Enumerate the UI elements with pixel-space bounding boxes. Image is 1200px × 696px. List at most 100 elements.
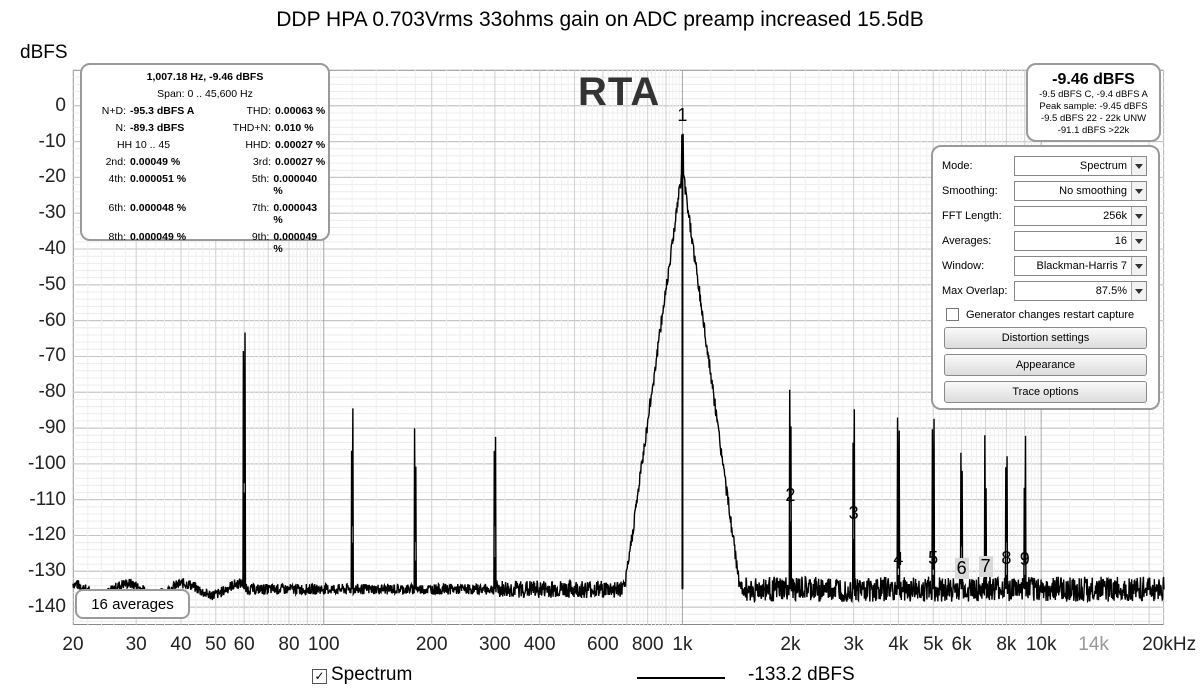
x-tick-label: 30: [125, 634, 147, 655]
x-tick-label: 600: [587, 634, 619, 655]
x-tick-label: 2k: [780, 634, 801, 655]
generator-restart-option[interactable]: Generator changes restart capture: [946, 308, 1134, 321]
stats-row: 2nd: 0.00049 % 3rd: 0.00027 %: [82, 156, 328, 168]
averages-select[interactable]: 16: [1014, 231, 1147, 251]
stats-label: 7th:: [251, 202, 270, 214]
mode-value: Spectrum: [1079, 160, 1127, 172]
fft-length-label: FFT Length:: [942, 210, 1002, 222]
peak-level-value: -9.46 dBFS: [1052, 71, 1135, 88]
stats-label: 8th:: [108, 231, 126, 243]
chevron-down-icon[interactable]: [1131, 182, 1146, 200]
appearance-button[interactable]: Appearance: [944, 354, 1147, 376]
y-tick-label: -80: [38, 381, 66, 403]
x-tick-label: 100: [307, 634, 340, 655]
y-tick-label: -90: [38, 417, 66, 439]
smoothing-label: Smoothing:: [942, 185, 998, 197]
peak-level-panel[interactable]: -9.46 dBFS -9.5 dBFS C, -9.4 dBFS A Peak…: [1026, 63, 1161, 142]
max-overlap-select[interactable]: 87.5%: [1014, 281, 1147, 301]
x-tick-label: 3k: [843, 634, 864, 655]
stats-label: 4th:: [108, 173, 126, 185]
x-tick-label: 5k: [923, 634, 944, 655]
x-tick-label: 80: [278, 634, 300, 655]
window-select[interactable]: Blackman-Harris 7: [1014, 256, 1147, 276]
stats-span: Span: 0 .. 45,600 Hz: [157, 88, 253, 100]
y-tick-label: -70: [38, 345, 66, 367]
chevron-down-icon[interactable]: [1131, 157, 1146, 175]
stats-value: 0.000049 %: [273, 231, 318, 255]
stats-value: 0.000051 %: [130, 173, 187, 185]
x-tick-label: 400: [523, 634, 556, 655]
y-tick-label: -120: [27, 524, 66, 546]
y-tick-label: -110: [29, 488, 66, 510]
legend-line-swatch: [637, 677, 725, 679]
harmonic-marker: 4: [893, 549, 904, 570]
controls-panel: Mode: Spectrum Smoothing: No smoothing F…: [931, 145, 1160, 410]
averages-label: Averages:: [942, 235, 992, 247]
stats-value: 0.00027 %: [275, 156, 326, 168]
x-tick-label: 800: [631, 634, 664, 655]
max-overlap-label: Max Overlap:: [942, 285, 1008, 297]
chevron-down-icon[interactable]: [1131, 232, 1146, 250]
peak-detail-line: Peak sample: -9.45 dBFS: [1039, 101, 1148, 112]
window-value: Blackman-Harris 7: [1036, 260, 1127, 272]
mode-select[interactable]: Spectrum: [1014, 156, 1147, 176]
stats-label: 6th:: [108, 202, 126, 214]
stats-label: 9th:: [251, 231, 270, 243]
peak-detail-line: -91.1 dBFS >22k: [1057, 125, 1130, 136]
chart-title: DDP HPA 0.703Vrms 33ohms gain on ADC pre…: [276, 8, 924, 31]
stats-row: 8th: 0.000049 % 9th: 0.000049 %: [82, 231, 328, 255]
harmonic-marker: 1: [677, 105, 688, 126]
stats-value: 0.00027 %: [275, 139, 326, 151]
spectrum-visibility-checkbox[interactable]: ✓: [312, 669, 327, 684]
harmonic-marker: 5: [928, 547, 939, 568]
y-tick-label: -50: [38, 273, 66, 295]
chevron-down-icon[interactable]: [1131, 207, 1146, 225]
smoothing-row: Smoothing: No smoothing: [942, 180, 1149, 202]
stats-value: 0.000040 %: [273, 173, 318, 197]
stats-label: THD:: [246, 105, 272, 117]
legend-spectrum-value: -133.2 dBFS: [748, 664, 855, 685]
generator-restart-checkbox[interactable]: [946, 308, 959, 321]
trace-options-button[interactable]: Trace options: [944, 381, 1147, 403]
y-tick-label: 0: [55, 94, 66, 116]
chevron-down-icon[interactable]: [1131, 282, 1146, 300]
stats-label: N+D:: [101, 105, 126, 117]
x-tick-label: 50: [205, 634, 227, 655]
smoothing-select[interactable]: No smoothing: [1014, 181, 1147, 201]
stats-panel[interactable]: 1,007.18 Hz, -9.46 dBFS Span: 0 .. 45,60…: [80, 63, 330, 255]
stats-label: 2nd:: [105, 156, 126, 168]
stats-value: 0.000048 %: [130, 202, 187, 214]
stats-label: HHD:: [245, 139, 271, 151]
x-tick-label: 60: [233, 634, 255, 655]
distortion-settings-button[interactable]: Distortion settings: [944, 327, 1147, 349]
harmonic-marker: 6: [954, 558, 969, 580]
rta-label: RTA: [578, 70, 661, 114]
hh-range: HH 10 .. 45: [116, 139, 171, 151]
y-tick-label: -60: [38, 309, 66, 331]
harmonic-marker: 9: [1019, 549, 1030, 570]
stats-value: 0.00063 %: [275, 105, 326, 117]
fft-length-select[interactable]: 256k: [1014, 206, 1147, 226]
fft-length-value: 256k: [1103, 210, 1127, 222]
x-tick-label: 200: [415, 634, 448, 655]
window-label: Window:: [942, 260, 985, 272]
peak-detail-line: -9.5 dBFS C, -9.4 dBFS A: [1039, 89, 1148, 100]
y-tick-label: -40: [38, 238, 66, 260]
harmonic-marker: 3: [848, 502, 859, 523]
stats-value: 0.000043 %: [273, 202, 318, 226]
stats-row: N+D: -95.3 dBFS A THD: 0.00063 %: [82, 105, 328, 117]
stats-label: THD+N:: [232, 122, 271, 134]
stats-row: N: -89.3 dBFS THD+N: 0.010 %: [82, 122, 328, 134]
mode-row: Mode: Spectrum: [942, 155, 1149, 177]
chevron-down-icon[interactable]: [1131, 257, 1146, 275]
x-tick-label: 6k: [951, 634, 972, 655]
max-overlap-value: 87.5%: [1095, 285, 1127, 297]
stats-headline: 1,007.18 Hz, -9.46 dBFS: [146, 71, 264, 83]
y-tick-label: -130: [27, 560, 66, 582]
x-tick-label: 1k: [672, 634, 693, 655]
stats-label: 5th:: [251, 173, 270, 185]
averages-row: Averages: 16: [942, 230, 1149, 252]
legend-spectrum-label[interactable]: Spectrum: [331, 664, 413, 685]
y-tick-label: -30: [38, 202, 66, 224]
x-tick-label: 14k: [1078, 634, 1109, 655]
